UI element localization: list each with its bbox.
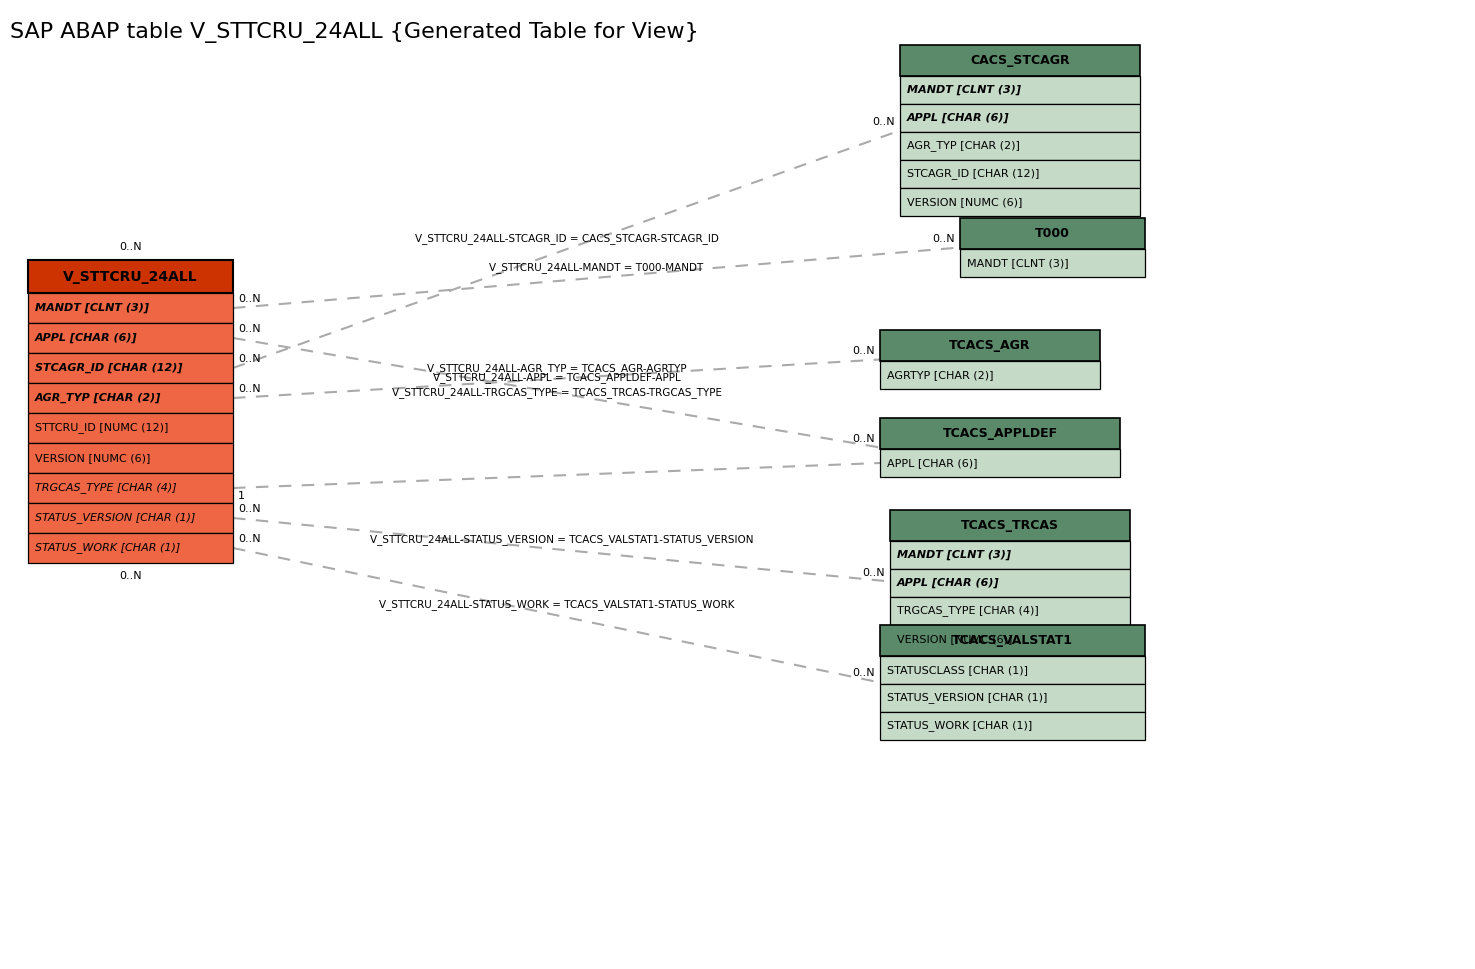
- Text: STTCRU_ID [NUMC (12)]: STTCRU_ID [NUMC (12)]: [35, 422, 168, 433]
- Bar: [889, 510, 1130, 541]
- Text: V_STTCRU_24ALL-STATUS_WORK = TCACS_VALSTAT1-STATUS_WORK: V_STTCRU_24ALL-STATUS_WORK = TCACS_VALST…: [379, 600, 735, 610]
- Text: VERSION [NUMC (6)]: VERSION [NUMC (6)]: [897, 634, 1012, 644]
- Bar: [881, 656, 1145, 684]
- Text: VERSION [NUMC (6)]: VERSION [NUMC (6)]: [35, 453, 150, 463]
- Bar: [881, 712, 1145, 740]
- Text: STATUS_VERSION [CHAR (1)]: STATUS_VERSION [CHAR (1)]: [35, 513, 195, 523]
- Text: TCACS_AGR: TCACS_AGR: [950, 339, 1031, 352]
- Text: TCACS_VALSTAT1: TCACS_VALSTAT1: [951, 634, 1072, 647]
- Text: V_STTCRU_24ALL-APPL = TCACS_APPLDEF-APPL: V_STTCRU_24ALL-APPL = TCACS_APPLDEF-APPL: [432, 372, 680, 383]
- Bar: [28, 260, 233, 293]
- Text: STATUS_VERSION [CHAR (1)]: STATUS_VERSION [CHAR (1)]: [886, 693, 1047, 703]
- Text: T000: T000: [1035, 227, 1069, 240]
- Bar: [881, 625, 1145, 656]
- Text: MANDT [CLNT (3)]: MANDT [CLNT (3)]: [907, 85, 1021, 95]
- Text: 0..N: 0..N: [863, 568, 885, 578]
- Text: 0..N: 0..N: [853, 433, 875, 444]
- Bar: [28, 353, 233, 383]
- Text: 0..N: 0..N: [237, 504, 261, 514]
- Bar: [889, 625, 1130, 653]
- Text: STATUS_WORK [CHAR (1)]: STATUS_WORK [CHAR (1)]: [35, 543, 180, 553]
- Bar: [881, 684, 1145, 712]
- Bar: [900, 160, 1140, 188]
- Text: APPL [CHAR (6)]: APPL [CHAR (6)]: [35, 333, 137, 343]
- Text: V_STTCRU_24ALL-TRGCAS_TYPE = TCACS_TRCAS-TRGCAS_TYPE: V_STTCRU_24ALL-TRGCAS_TYPE = TCACS_TRCAS…: [391, 387, 721, 397]
- Text: MANDT [CLNT (3)]: MANDT [CLNT (3)]: [35, 303, 149, 313]
- Text: 1: 1: [237, 491, 245, 501]
- Text: TCACS_APPLDEF: TCACS_APPLDEF: [943, 427, 1058, 440]
- Text: TCACS_TRCAS: TCACS_TRCAS: [962, 519, 1059, 532]
- Text: VERSION [NUMC (6)]: VERSION [NUMC (6)]: [907, 197, 1022, 207]
- Text: SAP ABAP table V_STTCRU_24ALL {Generated Table for View}: SAP ABAP table V_STTCRU_24ALL {Generated…: [10, 22, 699, 43]
- Text: TRGCAS_TYPE [CHAR (4)]: TRGCAS_TYPE [CHAR (4)]: [897, 606, 1038, 616]
- Text: STCAGR_ID [CHAR (12)]: STCAGR_ID [CHAR (12)]: [35, 362, 183, 373]
- Bar: [960, 218, 1145, 249]
- Text: V_STTCRU_24ALL-MANDT = T000-MANDT: V_STTCRU_24ALL-MANDT = T000-MANDT: [490, 262, 704, 272]
- Text: 0..N: 0..N: [119, 242, 142, 252]
- Text: STATUSCLASS [CHAR (1)]: STATUSCLASS [CHAR (1)]: [886, 665, 1028, 675]
- Bar: [28, 533, 233, 563]
- Text: 0..N: 0..N: [237, 294, 261, 304]
- Text: 0..N: 0..N: [872, 116, 895, 127]
- Bar: [960, 249, 1145, 277]
- Bar: [28, 503, 233, 533]
- Text: CACS_STCAGR: CACS_STCAGR: [971, 54, 1069, 67]
- Text: 0..N: 0..N: [853, 669, 875, 678]
- Text: 0..N: 0..N: [237, 354, 261, 364]
- Text: 0..N: 0..N: [237, 384, 261, 394]
- Bar: [889, 541, 1130, 569]
- Text: V_STTCRU_24ALL-STCAGR_ID = CACS_STCAGR-STCAGR_ID: V_STTCRU_24ALL-STCAGR_ID = CACS_STCAGR-S…: [414, 234, 718, 244]
- Text: MANDT [CLNT (3)]: MANDT [CLNT (3)]: [897, 549, 1010, 560]
- Bar: [900, 76, 1140, 104]
- Bar: [28, 293, 233, 323]
- Text: 0..N: 0..N: [237, 534, 261, 544]
- Bar: [28, 473, 233, 503]
- Bar: [881, 361, 1100, 389]
- Text: V_STTCRU_24ALL-AGR_TYP = TCACS_AGR-AGRTYP: V_STTCRU_24ALL-AGR_TYP = TCACS_AGR-AGRTY…: [426, 362, 686, 374]
- Text: STATUS_WORK [CHAR (1)]: STATUS_WORK [CHAR (1)]: [886, 721, 1032, 732]
- Text: TRGCAS_TYPE [CHAR (4)]: TRGCAS_TYPE [CHAR (4)]: [35, 483, 177, 493]
- Bar: [881, 330, 1100, 361]
- Text: V_STTCRU_24ALL-STATUS_VERSION = TCACS_VALSTAT1-STATUS_VERSION: V_STTCRU_24ALL-STATUS_VERSION = TCACS_VA…: [370, 534, 754, 545]
- Bar: [28, 383, 233, 413]
- Bar: [900, 132, 1140, 160]
- Text: STCAGR_ID [CHAR (12)]: STCAGR_ID [CHAR (12)]: [907, 169, 1040, 179]
- Text: 0..N: 0..N: [237, 324, 261, 334]
- Bar: [881, 418, 1120, 449]
- Text: AGRTYP [CHAR (2)]: AGRTYP [CHAR (2)]: [886, 370, 994, 380]
- Text: AGR_TYP [CHAR (2)]: AGR_TYP [CHAR (2)]: [35, 392, 161, 403]
- Bar: [900, 188, 1140, 216]
- Bar: [28, 323, 233, 353]
- Text: APPL [CHAR (6)]: APPL [CHAR (6)]: [897, 578, 1000, 588]
- Bar: [889, 597, 1130, 625]
- Text: AGR_TYP [CHAR (2)]: AGR_TYP [CHAR (2)]: [907, 141, 1019, 151]
- Bar: [889, 569, 1130, 597]
- Text: 0..N: 0..N: [119, 571, 142, 581]
- Text: 0..N: 0..N: [853, 346, 875, 356]
- Text: V_STTCRU_24ALL: V_STTCRU_24ALL: [63, 269, 198, 284]
- Text: APPL [CHAR (6)]: APPL [CHAR (6)]: [907, 112, 1009, 123]
- Bar: [900, 45, 1140, 76]
- Bar: [28, 443, 233, 473]
- Bar: [28, 413, 233, 443]
- Text: APPL [CHAR (6)]: APPL [CHAR (6)]: [886, 458, 978, 468]
- Bar: [881, 449, 1120, 477]
- Bar: [900, 104, 1140, 132]
- Text: 0..N: 0..N: [932, 234, 954, 243]
- Text: MANDT [CLNT (3)]: MANDT [CLNT (3)]: [968, 258, 1068, 268]
